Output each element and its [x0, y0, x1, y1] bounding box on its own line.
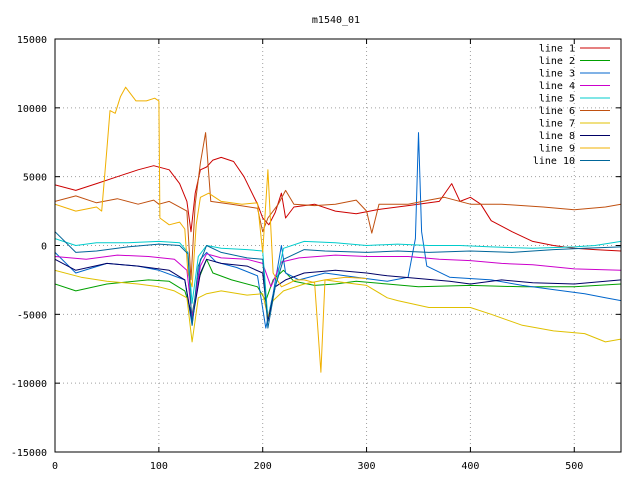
series-line-6 — [55, 132, 621, 281]
legend-label: line 4 — [539, 81, 575, 92]
legend-label: line 1 — [539, 44, 575, 55]
y-tick-label: 0 — [41, 242, 47, 253]
series-layer — [55, 86, 621, 373]
legend-label: line 8 — [539, 131, 575, 142]
legend-label: line 7 — [539, 119, 575, 130]
x-tick-label: 300 — [358, 461, 376, 472]
y-tick-label: 10000 — [17, 104, 47, 115]
series-line-1 — [55, 156, 621, 252]
y-tick-label: 15000 — [17, 35, 47, 46]
x-tick-label: 500 — [565, 461, 583, 472]
x-tick-label: 400 — [461, 461, 479, 472]
series-line-9 — [55, 86, 367, 373]
tick-layer: 0 100 200 300 400 500 -15000 -10000 -5000 0 5000 10… — [11, 35, 621, 472]
legend-label: line 9 — [539, 144, 575, 155]
x-tick-label: 200 — [254, 461, 272, 472]
legend-label: line 2 — [539, 56, 575, 67]
legend-label: line 3 — [539, 69, 575, 80]
y-tick-label: -10000 — [11, 379, 47, 390]
y-tick-label: -15000 — [11, 448, 47, 459]
legend-label: line 10 — [533, 156, 575, 167]
y-tick-label: 5000 — [23, 173, 47, 184]
legend-label: line 6 — [539, 106, 575, 117]
x-tick-label: 100 — [150, 461, 168, 472]
legend-label: line 5 — [539, 94, 575, 105]
x-tick-label: 0 — [52, 461, 58, 472]
series-line-4 — [55, 253, 621, 318]
series-line-8 — [55, 258, 621, 322]
y-tick-label: -5000 — [17, 310, 47, 321]
series-line-7 — [55, 269, 621, 343]
chart-title: m1540_01 — [312, 15, 360, 26]
series-line-10 — [55, 231, 621, 329]
